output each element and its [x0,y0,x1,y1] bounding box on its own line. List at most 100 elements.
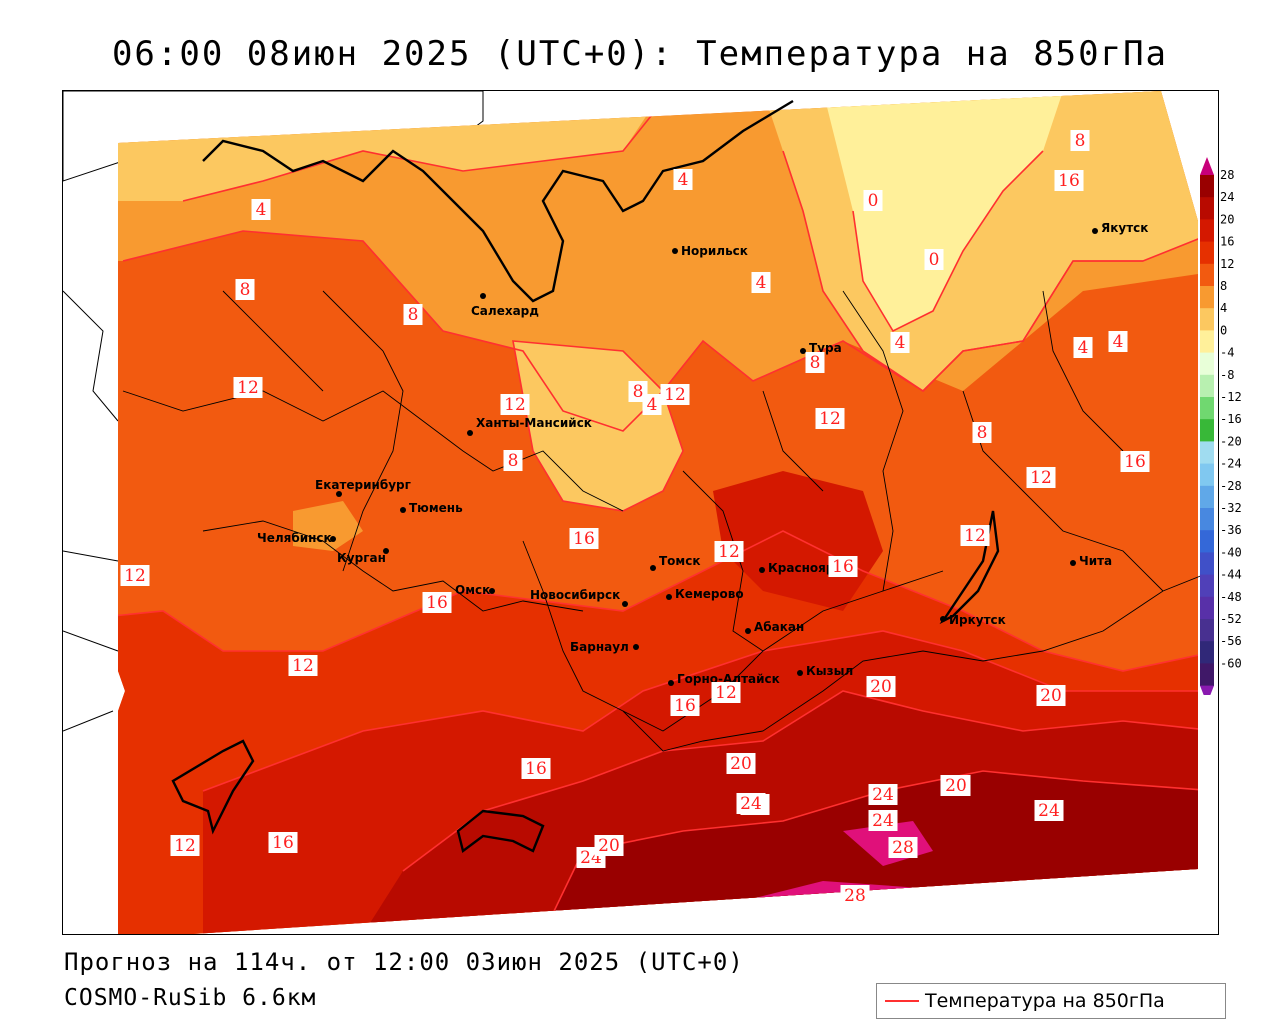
city-khanty-mansiysk[interactable]: Ханты-Мансийск [467,416,592,436]
isotherm-label: 12 [1026,467,1056,488]
isotherm-label-bg [1070,130,1090,151]
scale-swatch [1200,574,1214,598]
scale-tick-label: -24 [1220,457,1242,471]
scale-arrow-top [1200,157,1214,175]
city-dot [489,588,495,594]
city-kyzyl[interactable]: Кызыл [797,664,853,678]
isotherm-label: 16 [1120,451,1150,472]
isotherm-label: 12 [960,525,990,546]
city-kurgan[interactable]: Курган [337,548,389,565]
isotherm-label: 16 [521,758,551,779]
scale-swatch [1200,397,1214,420]
scale-tick-label: -44 [1220,568,1242,582]
city-salekhard[interactable]: Салехард [471,293,539,318]
isotherm-lines [118,100,1198,934]
isotherm-label-bg [170,835,200,856]
isotherm-label-text: 20 [1040,686,1062,706]
isotherm-label-text: 4 [256,200,267,220]
city-dot [383,548,389,554]
isotherm-label: 16 [268,832,298,853]
city-dot [797,670,803,676]
city-chelyabinsk[interactable]: Челябинск [257,531,336,545]
isotherm-label: 0 [863,190,883,211]
isotherm-label: 12 [711,682,741,703]
city-dot [336,491,342,497]
city-label: Курган [337,551,386,565]
city-chita[interactable]: Чита [1070,554,1112,568]
isotherm-label-bg [521,758,551,779]
city-abakan[interactable]: Абакан [745,620,804,634]
scale-tick-label: 24 [1220,190,1234,204]
isotherm-label-text: 28 [844,886,866,906]
scale-swatch [1200,419,1214,442]
isotherm-label-bg [1054,170,1084,191]
scale-tick-label: -28 [1220,479,1242,493]
city-dot [668,680,674,686]
isotherm-label: 8 [235,279,255,300]
city-yakutsk[interactable]: Якутск [1092,221,1148,235]
city-tura[interactable]: Тура [800,341,842,355]
isotherm-label: 12 [714,541,744,562]
isotherm-label: 16 [670,695,700,716]
isotherm-label-bg [711,682,741,703]
isotherm-label: 24 [868,784,898,805]
city-irkutsk[interactable]: Иркутск [940,613,1006,627]
scale-swatch [1200,197,1214,220]
isotherm-label-text: 4 [1078,338,1089,358]
isotherm-label-bg [235,279,255,300]
city-dot [672,248,678,254]
city-label: Норильск [681,244,748,258]
scale-tick-label: -32 [1220,501,1242,515]
isotherm-label-text: 24 [740,794,762,814]
isotherm-label-bg [924,249,944,270]
city-kemerovo[interactable]: Кемерово [666,587,744,601]
color-scale-labels: 28 24 20 16 12 8 4 0 -4 -8 -12 -16 -20 -24 -28 -32 -36 -4… [1220,168,1242,670]
legend-line-swatch [885,1000,919,1002]
isotherm-label: 8 [972,422,992,443]
isotherm-label-text: 16 [272,833,294,853]
isotherm-label: 16 [569,528,599,549]
isotherm-label-text: 4 [895,333,906,353]
city-label: Челябинск [257,531,332,545]
scale-tick-label: 12 [1220,257,1234,271]
scale-tick-label: 8 [1220,279,1227,293]
scale-swatch [1200,330,1214,354]
scale-tick-label: -48 [1220,590,1242,604]
scale-swatch [1200,263,1214,287]
scale-tick-label: -16 [1220,412,1242,426]
city-novosibirsk[interactable]: Новосибирск [530,588,628,607]
city-dot [800,348,806,354]
city-barnaul[interactable]: Барнаул [570,640,639,654]
isotherm-label: 12 [815,408,845,429]
city-tomsk[interactable]: Томск [650,554,701,571]
city-label: Чита [1079,554,1112,568]
isotherm-label-text: 12 [718,542,740,562]
isotherm-label-bg [890,332,910,353]
scale-tick-label: -12 [1220,390,1242,404]
isotherm-label-bg [840,885,870,906]
isotherm-label-text: 12 [174,836,196,856]
scale-swatch [1200,241,1214,265]
city-omsk[interactable]: Омск [455,583,495,597]
isotherm-label-bg [714,541,744,562]
city-yekaterinburg[interactable]: Екатеринбург [315,478,411,497]
isotherm-label-bg [660,384,690,405]
scale-tick-label: 4 [1220,301,1227,315]
isotherm-label-text: 24 [872,811,894,831]
isotherm-label-text: 12 [964,526,986,546]
city-norilsk[interactable]: Норильск [672,244,748,258]
city-label: Абакан [754,620,804,634]
scale-tick-label: -56 [1220,634,1242,648]
city-label: Ханты-Мансийск [476,416,592,430]
isotherm-label-text: 8 [240,280,251,300]
isotherm-label-bg [1026,467,1056,488]
city-gorno-altaysk[interactable]: Горно-Алтайск [668,672,780,686]
isotherm-label: 12 [500,394,530,415]
scale-swatch [1200,374,1214,398]
city-tyumen[interactable]: Тюмень [400,501,463,515]
isotherm-label: 0 [924,249,944,270]
isotherm-label: 20 [594,835,624,856]
scale-swatch [1200,352,1214,376]
isotherm-label-text: 20 [945,776,967,796]
map-panel[interactable]: Норильск Салехард Тура Якутск Ханты-Манс… [62,90,1219,935]
